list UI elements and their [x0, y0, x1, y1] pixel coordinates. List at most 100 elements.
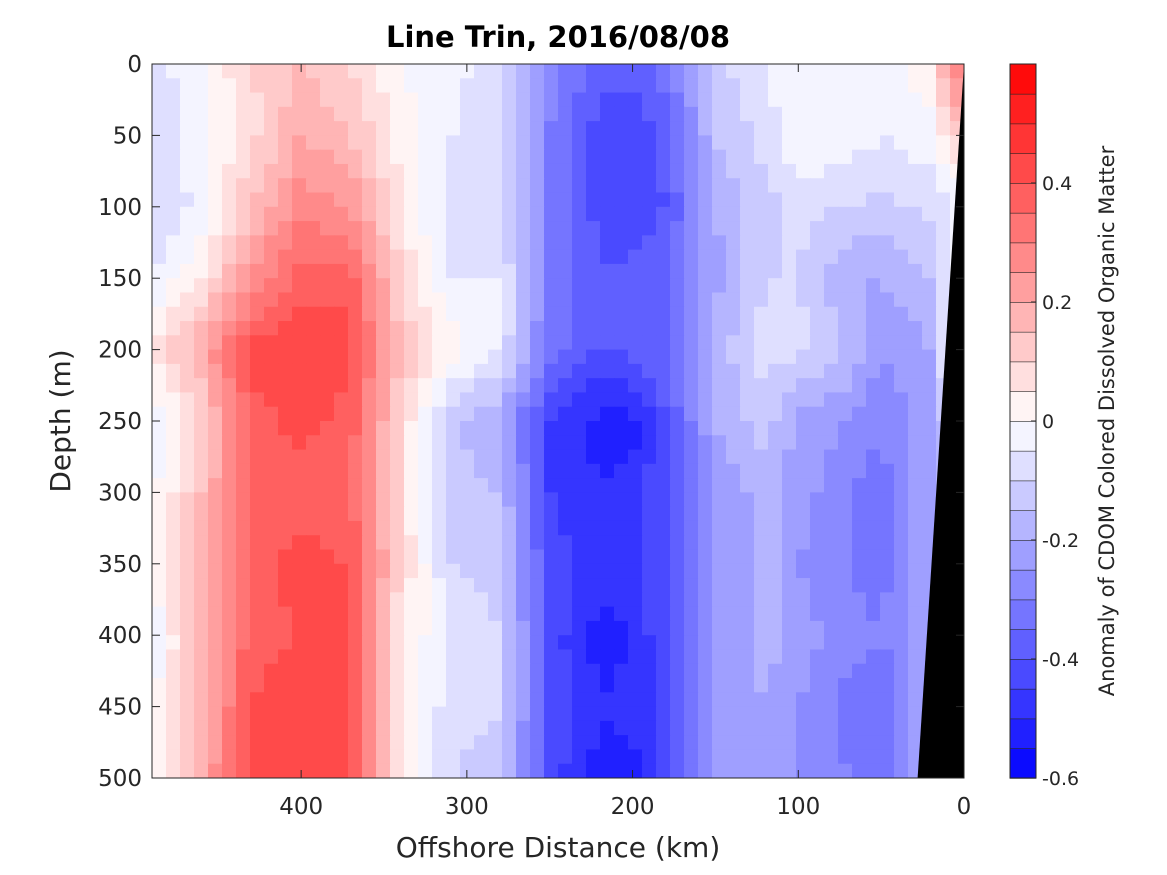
heatmap-cell: [572, 206, 587, 222]
heatmap-cell: [726, 592, 741, 608]
heatmap-cell: [824, 463, 839, 479]
heatmap-cell: [306, 435, 321, 451]
heatmap-cell: [768, 149, 783, 165]
heatmap-cell: [334, 463, 349, 479]
heatmap-cell: [628, 635, 643, 651]
heatmap-cell: [432, 735, 447, 751]
heatmap-cell: [404, 221, 419, 236]
heatmap-cell: [642, 549, 657, 565]
heatmap-cell: [712, 349, 727, 365]
heatmap-cell: [166, 121, 181, 136]
heatmap-cell: [586, 221, 601, 236]
heatmap-cell: [180, 263, 195, 279]
heatmap-cell: [838, 392, 853, 408]
heatmap-cell: [586, 421, 601, 436]
heatmap-cell: [222, 192, 237, 208]
heatmap-cell: [768, 506, 783, 522]
heatmap-cell: [530, 206, 545, 222]
heatmap-cell: [880, 592, 895, 608]
heatmap-cell: [208, 635, 223, 651]
heatmap-cell: [586, 335, 601, 351]
heatmap-cell: [320, 678, 335, 693]
heatmap-cell: [222, 678, 237, 693]
heatmap-cell: [656, 663, 671, 679]
heatmap-cell: [208, 278, 223, 294]
heatmap-cell: [544, 335, 559, 351]
heatmap-cell: [614, 592, 629, 608]
heatmap-cell: [628, 192, 643, 208]
heatmap-cell: [460, 663, 475, 679]
heatmap-cell: [642, 392, 657, 408]
heatmap-cell: [334, 649, 349, 665]
heatmap-cell: [292, 535, 307, 551]
heatmap-cell: [600, 549, 615, 565]
heatmap-cell: [460, 335, 475, 351]
heatmap-cell: [418, 463, 433, 479]
heatmap-cell: [880, 520, 895, 536]
heatmap-cell: [222, 221, 237, 236]
heatmap-cell: [572, 535, 587, 551]
heatmap-cell: [460, 306, 475, 322]
heatmap-cell: [432, 492, 447, 508]
heatmap-cell: [838, 206, 853, 222]
heatmap-cell: [698, 392, 713, 408]
heatmap-cell: [362, 549, 377, 565]
heatmap-cell: [838, 606, 853, 622]
heatmap-cell: [880, 64, 895, 79]
heatmap-cell: [180, 163, 195, 179]
heatmap-cell: [796, 735, 811, 751]
heatmap-cell: [838, 335, 853, 351]
heatmap-cell: [530, 321, 545, 336]
heatmap-cell: [236, 349, 251, 365]
heatmap-cell: [278, 192, 293, 208]
heatmap-cell: [516, 535, 531, 551]
heatmap-cell: [670, 663, 685, 679]
heatmap-cell: [810, 478, 825, 493]
heatmap-cell: [614, 635, 629, 651]
heatmap-cell: [152, 206, 167, 222]
heatmap-cell: [348, 749, 363, 765]
heatmap-cell: [908, 606, 923, 622]
heatmap-cell: [656, 235, 671, 251]
heatmap-cell: [460, 463, 475, 479]
heatmap-cell: [530, 463, 545, 479]
heatmap-cell: [894, 92, 909, 108]
heatmap-cell: [208, 192, 223, 208]
heatmap-cell: [348, 221, 363, 236]
heatmap-cell: [250, 749, 265, 765]
heatmap-cell: [166, 463, 181, 479]
heatmap-cell: [572, 706, 587, 722]
heatmap-cell: [908, 706, 923, 722]
heatmap-cell: [194, 321, 209, 336]
heatmap-cell: [824, 663, 839, 679]
heatmap-cell: [516, 449, 531, 465]
heatmap-cell: [824, 135, 839, 151]
heatmap-cell: [824, 92, 839, 108]
heatmap-cell: [404, 692, 419, 708]
heatmap-cell: [936, 64, 951, 79]
heatmap-cell: [796, 235, 811, 251]
heatmap-cell: [768, 406, 783, 422]
heatmap-cell: [866, 663, 881, 679]
heatmap-cell: [236, 449, 251, 465]
heatmap-cell: [236, 163, 251, 179]
heatmap-cell: [460, 249, 475, 265]
heatmap-cell: [530, 649, 545, 665]
heatmap-cell: [278, 606, 293, 622]
heatmap-cell: [180, 706, 195, 722]
heatmap-cell: [460, 449, 475, 465]
heatmap-cell: [768, 306, 783, 322]
heatmap-cell: [852, 206, 867, 222]
heatmap-cell: [614, 292, 629, 308]
heatmap-cell: [348, 92, 363, 108]
heatmap-cell: [166, 106, 181, 122]
heatmap-cell: [558, 549, 573, 565]
heatmap-cell: [390, 663, 405, 679]
heatmap-cell: [264, 206, 279, 222]
heatmap-cell: [306, 406, 321, 422]
heatmap-cell: [572, 635, 587, 651]
heatmap-cell: [586, 378, 601, 394]
heatmap-cell: [684, 106, 699, 122]
heatmap-cell: [754, 692, 769, 708]
heatmap-cell: [880, 306, 895, 322]
